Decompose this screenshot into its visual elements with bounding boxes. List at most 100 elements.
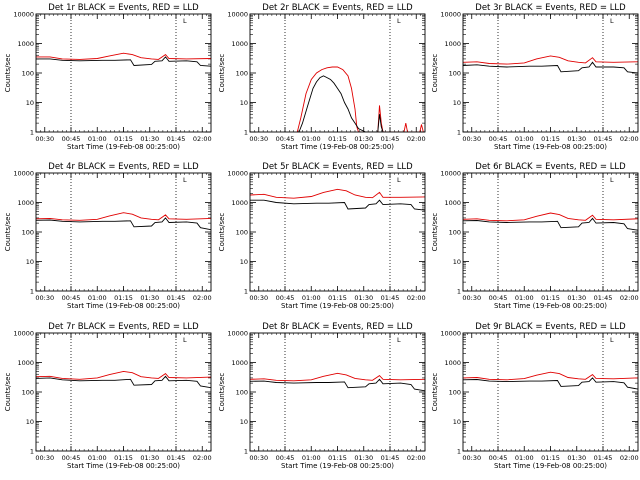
- y-tick-label: 10: [240, 99, 248, 107]
- chart-panel-7: Det 7r BLACK = Events, RED = LLD 1 10 100 10…: [4, 322, 212, 470]
- plot-frame: [462, 332, 639, 452]
- chart-panel-5: Det 5r BLACK = Events, RED = LLD 1 10 100 10…: [218, 162, 426, 310]
- x-axis-label: Start Time (19-Feb-08 00:25:00): [494, 302, 607, 310]
- y-tick-label: 10: [240, 418, 248, 426]
- y-tick-label: 100: [22, 228, 34, 236]
- chart-panel-4: Det 4r BLACK = Events, RED = LLD 1 10 100 10…: [4, 162, 212, 310]
- y-axis-label: Counts/sec: [218, 213, 226, 252]
- chart-title: Det 2r BLACK = Events, RED = LLD: [262, 3, 413, 13]
- x-tick-label: 01:15: [114, 294, 133, 302]
- x-tick-label: 01:45: [381, 135, 400, 143]
- x-tick-label: 01:30: [354, 454, 373, 462]
- x-axis-label: Start Time (19-Feb-08 00:25:00): [67, 302, 180, 310]
- x-tick-label: 00:45: [276, 135, 295, 143]
- chart-title: Det 3r BLACK = Events, RED = LLD: [475, 3, 626, 13]
- corner-mark: L: [610, 17, 614, 25]
- y-tick-label: 100: [236, 228, 248, 236]
- x-tick-label: 01:00: [302, 294, 321, 302]
- y-tick-label: 1: [30, 287, 34, 295]
- series-group: [250, 188, 425, 211]
- series-line-lld: [36, 52, 211, 60]
- corner-mark: L: [397, 17, 401, 25]
- y-tick-label: 1000: [231, 40, 248, 48]
- x-tick-label: 01:45: [594, 294, 613, 302]
- corner-mark: L: [397, 176, 401, 184]
- plot-frame: [35, 172, 212, 292]
- series-group: [36, 212, 211, 231]
- series-line-events: [463, 217, 638, 231]
- corner-mark: L: [610, 176, 614, 184]
- x-tick-label: 01:15: [114, 135, 133, 143]
- y-tick-label: 1: [244, 287, 248, 295]
- y-tick-label: 1000: [231, 359, 248, 367]
- chart-panel-3: Det 3r BLACK = Events, RED = LLD 1 10 100 10…: [431, 3, 639, 151]
- x-tick-label: 01:15: [114, 454, 133, 462]
- y-tick-label: 100: [236, 388, 248, 396]
- x-tick-label: 01:45: [594, 454, 613, 462]
- y-tick-label: 100: [22, 388, 34, 396]
- x-tick-label: 01:15: [541, 294, 560, 302]
- x-tick-label: 00:30: [249, 294, 268, 302]
- x-tick-label: 01:15: [328, 294, 347, 302]
- x-tick-label: 00:45: [276, 294, 295, 302]
- y-tick-label: 100: [236, 69, 248, 77]
- x-tick-label: 01:30: [140, 294, 159, 302]
- y-tick-label: 1000: [444, 40, 461, 48]
- chart-panel-6: Det 6r BLACK = Events, RED = LLD 1 10 100 10…: [431, 162, 639, 310]
- x-axis-label: Start Time (19-Feb-08 00:25:00): [67, 143, 180, 151]
- x-axis-label: Start Time (19-Feb-08 00:25:00): [281, 302, 394, 310]
- y-tick-label: 1000: [17, 359, 34, 367]
- y-tick-label: 1: [30, 128, 34, 136]
- plot-frame: [35, 13, 212, 133]
- series-line-lld: [250, 372, 425, 382]
- x-axis-label: Start Time (19-Feb-08 00:25:00): [281, 462, 394, 470]
- x-tick-label: 00:45: [489, 454, 508, 462]
- x-tick-label: 02:00: [620, 294, 639, 302]
- y-tick-label: 10000: [227, 169, 248, 177]
- series-line-lld: [463, 212, 638, 222]
- y-axis-label: Counts/sec: [431, 54, 439, 93]
- series-group: [463, 212, 638, 231]
- y-tick-label: 100: [449, 388, 461, 396]
- y-tick-label: 10: [26, 418, 34, 426]
- y-tick-label: 10: [453, 418, 461, 426]
- y-tick-label: 100: [22, 69, 34, 77]
- y-tick-label: 10: [26, 258, 34, 266]
- x-tick-label: 01:45: [381, 294, 400, 302]
- y-axis-label: Counts/sec: [431, 373, 439, 412]
- y-tick-label: 10000: [13, 329, 34, 337]
- y-tick-label: 10000: [13, 169, 34, 177]
- x-tick-label: 02:00: [407, 454, 426, 462]
- y-tick-label: 1: [30, 447, 34, 455]
- corner-mark: L: [610, 336, 614, 344]
- y-tick-label: 1: [457, 287, 461, 295]
- y-axis-label: Counts/sec: [218, 373, 226, 412]
- plot-frame: [462, 172, 639, 292]
- y-tick-label: 1000: [444, 199, 461, 207]
- x-tick-label: 01:00: [88, 454, 107, 462]
- x-axis-label: Start Time (19-Feb-08 00:25:00): [281, 143, 394, 151]
- series-line-lld: [296, 66, 424, 132]
- x-tick-label: 02:00: [193, 135, 212, 143]
- series-group: [250, 372, 425, 392]
- y-tick-label: 1000: [444, 359, 461, 367]
- x-tick-label: 00:45: [276, 454, 295, 462]
- x-tick-label: 01:15: [541, 135, 560, 143]
- y-tick-label: 1: [457, 128, 461, 136]
- series-line-lld: [463, 371, 638, 381]
- y-tick-label: 10: [26, 99, 34, 107]
- plot-frame: [35, 332, 212, 452]
- series-line-events: [250, 199, 425, 211]
- y-tick-label: 1000: [17, 199, 34, 207]
- y-tick-label: 10: [453, 258, 461, 266]
- x-tick-label: 01:15: [328, 454, 347, 462]
- x-tick-label: 00:45: [489, 135, 508, 143]
- series-line-events: [36, 375, 211, 389]
- y-tick-label: 10000: [440, 10, 461, 18]
- chart-panel-9: Det 9r BLACK = Events, RED = LLD 1 10 100 10…: [431, 322, 639, 470]
- y-tick-label: 1: [457, 447, 461, 455]
- x-axis-label: Start Time (19-Feb-08 00:25:00): [494, 462, 607, 470]
- x-tick-label: 01:30: [354, 294, 373, 302]
- chart-panel-2: Det 2r BLACK = Events, RED = LLD 1 10 100 10…: [218, 3, 426, 151]
